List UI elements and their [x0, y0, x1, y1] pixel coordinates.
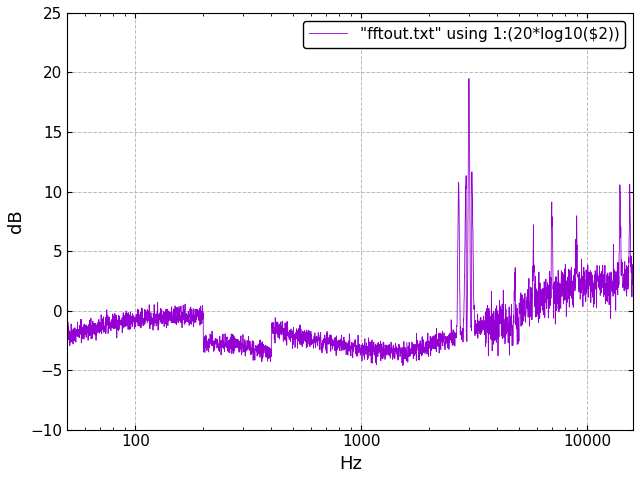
- Line: "fftout.txt" using 1:(20*log10($2)): "fftout.txt" using 1:(20*log10($2)): [67, 79, 633, 366]
- "fftout.txt" using 1:(20*log10($2)): [465, 76, 473, 82]
- "fftout.txt" using 1:(20*log10($2)): [618, 277, 626, 283]
- Y-axis label: dB: dB: [7, 209, 25, 233]
- "fftout.txt" using 1:(20*log10($2)): [629, 275, 637, 281]
- "fftout.txt" using 1:(20*log10($2)): [305, 327, 313, 333]
- "fftout.txt" using 1:(20*log10($2)): [399, 363, 407, 369]
- "fftout.txt" using 1:(20*log10($2)): [280, 333, 288, 339]
- X-axis label: Hz: Hz: [339, 455, 362, 473]
- "fftout.txt" using 1:(20*log10($2)): [128, 320, 136, 326]
- "fftout.txt" using 1:(20*log10($2)): [63, 336, 71, 342]
- "fftout.txt" using 1:(20*log10($2)): [162, 318, 170, 324]
- "fftout.txt" using 1:(20*log10($2)): [557, 268, 565, 274]
- Legend: "fftout.txt" using 1:(20*log10($2)): "fftout.txt" using 1:(20*log10($2)): [303, 21, 625, 48]
